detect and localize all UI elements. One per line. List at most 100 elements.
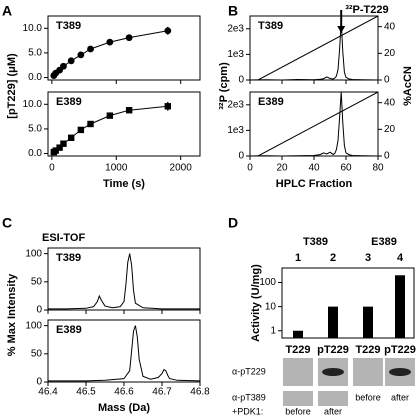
y2-tick-label: 40 [384,97,396,108]
x-tick-label: 80 [372,163,384,174]
marker [67,134,75,141]
y-tick-label: 0 [238,151,244,162]
blot-band [322,368,344,376]
axes-frame [47,319,201,383]
marker [106,38,114,46]
y-tick-label: 100 [25,248,42,259]
marker [87,120,94,128]
marker [164,103,171,110]
y-tick-label: 1 [270,325,276,336]
y-axis-label: [pT229] (μM) [6,53,18,119]
y2-tick-label: 0 [384,151,390,162]
marker [60,140,67,147]
y-tick-label: 10.0 [23,23,43,34]
y-tick-label: 100 [259,277,276,288]
bar [395,275,405,338]
pdk1-label: +PDK1: [232,406,263,416]
bar [363,306,373,338]
panel-letter: A [2,3,12,19]
pdk1-note: after [324,406,342,416]
y-tick-label: 10 [265,301,277,312]
marker [67,57,75,65]
category-label: 4 [397,252,404,264]
arrow-head [337,26,346,33]
subplot-label: T389 [258,20,283,32]
x-tick-label: 2000 [170,163,193,174]
y-tick-label: 5.0 [28,124,42,135]
x-axis-label: Mass (Da) [98,402,150,414]
subtitle: ESI-TOF [42,232,85,244]
axes-frame [47,91,201,157]
marker [56,144,63,151]
axes-frame [281,267,415,339]
y2-tick-label: 0 [384,75,390,86]
marker [77,51,85,59]
y2-axis-label: %AcCN [402,66,414,106]
marker [125,107,133,114]
y-tick-label: 50 [31,348,43,359]
x-tick-label: 20 [276,163,288,174]
plot-area [48,325,200,382]
category-label: 2 [330,252,336,264]
x-tick-label: 46.5 [76,387,96,398]
axes-frame [249,15,379,81]
bar [328,306,338,338]
y-tick-label: 1e3 [227,49,244,60]
x-tick-label: 0 [247,163,253,174]
column-label: pT229 [317,344,349,356]
panel-letter: C [2,215,12,231]
x-tick-label: 46.7 [152,387,172,398]
subplot-label: T389 [56,20,81,32]
y-tick-label: 5.0 [28,48,42,59]
category-label: 1 [295,252,301,264]
blot-row-label: α-pT389 [232,392,266,402]
column-label: T229 [355,344,380,356]
annotation: ³²P-T229 [345,4,388,16]
blot-row-label: α-pT229 [232,366,266,376]
y-tick-label: 2e3 [227,23,244,34]
plot-area [50,101,171,156]
blot-cell [318,391,348,406]
y-tick-label: 50 [31,276,43,287]
y-tick-label: 2e3 [227,99,244,110]
marker [77,126,85,134]
y2-tick-label: 20 [384,48,396,59]
fit-line [53,30,168,76]
marker [87,45,94,53]
subplot-label: E389 [56,96,82,108]
marker [60,62,67,70]
y-tick-label: 100 [25,320,42,331]
x-tick-label: 40 [308,163,320,174]
axes-frame [47,247,201,311]
x-axis-label: HPLC Fraction [276,178,353,190]
y-tick-label: 10.0 [23,99,43,110]
blot-band [389,368,411,376]
x-tick-label: 46.6 [114,387,134,398]
blot-cell [283,391,313,406]
trace-line [257,16,378,80]
x-tick-label: 60 [340,163,352,174]
subplot-label: T389 [56,252,81,264]
blot-cell [353,358,383,386]
panel-letter: D [228,215,238,231]
group-label: E389 [371,236,397,248]
y-tick-label: 0.0 [28,148,42,159]
x-tick-label: 46.4 [38,387,58,398]
trace-line [257,92,378,156]
y-tick-label: 0 [36,377,42,388]
subplot-label: E389 [56,324,82,336]
bar [293,330,303,338]
blot-note: before [355,392,381,402]
column-label: pT229 [384,344,416,356]
blot-note: after [391,392,409,402]
y-tick-label: 0.0 [28,72,42,83]
axes-frame [47,15,201,81]
marker [106,112,114,119]
y2-tick-label: 20 [384,124,396,135]
trace-line [48,325,200,382]
marker [125,34,133,42]
y-axis-label: % Max Intensity [6,273,18,356]
x-tick-label: 1000 [105,163,128,174]
pdk1-note: before [285,406,311,416]
